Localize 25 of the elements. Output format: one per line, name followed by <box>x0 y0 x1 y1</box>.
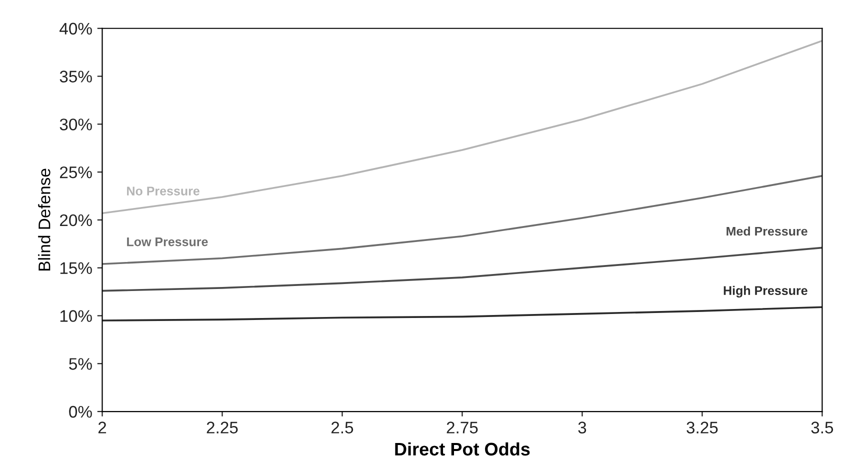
y-tick-label: 20% <box>60 214 92 226</box>
y-tick-label: 35% <box>60 70 92 82</box>
y-axis-title: Blind Defense <box>38 168 50 270</box>
x-tick-label: 2.75 <box>446 422 478 434</box>
x-axis-title: Direct Pot Odds <box>395 442 530 456</box>
line-series <box>102 306 822 322</box>
y-tick-label: 10% <box>60 310 92 322</box>
x-tick-label: 2.25 <box>206 422 238 434</box>
x-tick-label: 3.5 <box>811 422 834 434</box>
y-tick-label: 5% <box>69 358 92 370</box>
series-label: Med Pressure <box>726 226 808 236</box>
y-tick-label: 40% <box>60 22 92 35</box>
y-tick-label: 15% <box>60 262 92 274</box>
series-label: Low Pressure <box>127 237 208 246</box>
x-tick-label: 2.5 <box>331 422 354 434</box>
series-label: High Pressure <box>724 286 808 298</box>
x-tick-label: 3.25 <box>686 422 718 434</box>
series-label: No Pressure <box>127 186 200 196</box>
y-tick-label: 25% <box>60 166 92 178</box>
line-series <box>102 40 822 214</box>
y-tick-label: 0% <box>69 406 92 418</box>
line-series <box>102 174 822 265</box>
x-tick-label: 2 <box>98 422 106 434</box>
y-tick-label: 30% <box>60 118 92 130</box>
x-tick-label: 3 <box>578 422 586 434</box>
